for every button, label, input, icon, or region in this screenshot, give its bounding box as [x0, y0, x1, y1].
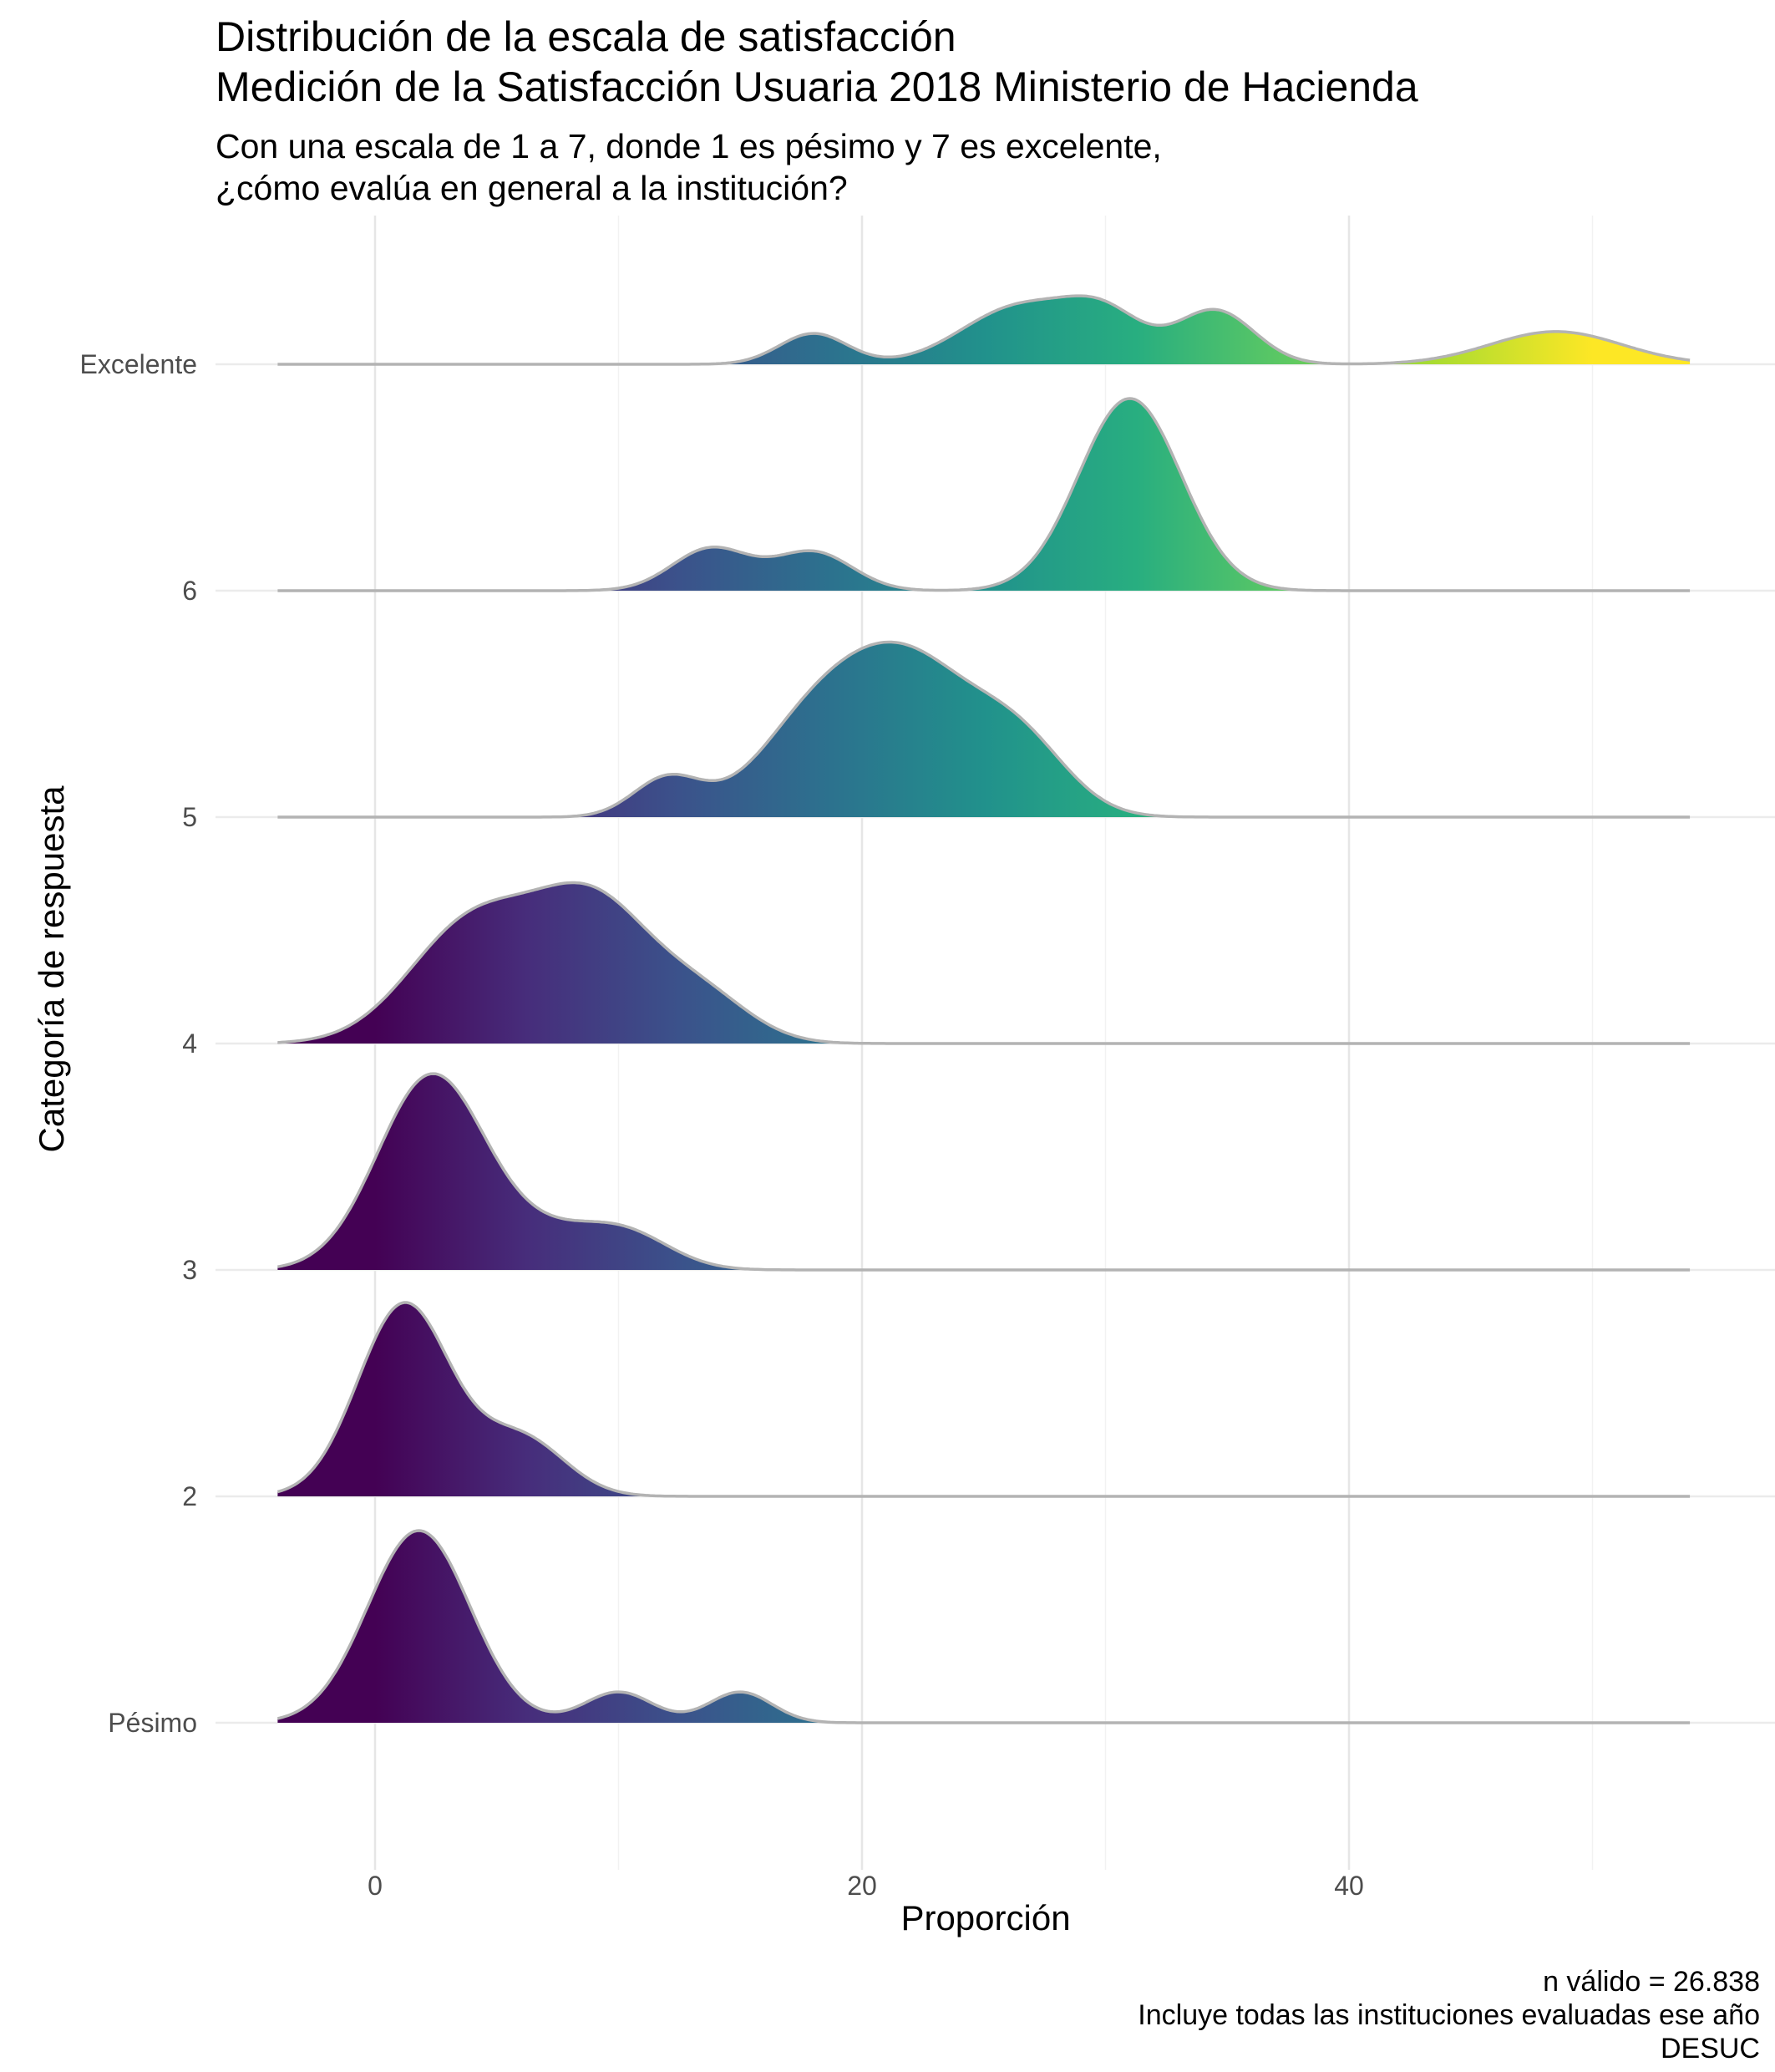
chart-caption: n válido = 26.838 Incluye todas las inst…: [1138, 1965, 1760, 2065]
y-tick-label: 3: [182, 1255, 197, 1285]
ridge-2: [276, 1301, 1691, 1498]
chart-subtitle-line-2: ¿cómo evalúa en general a la institución…: [216, 169, 848, 207]
ridge-excelente: [277, 294, 1691, 366]
y-axis-title: Categoría de respuesta: [32, 785, 71, 1153]
ridges: [276, 294, 1691, 1724]
ridge-3: [277, 1072, 1691, 1272]
x-tick-label: 0: [368, 1871, 383, 1901]
ridge-fill: [277, 642, 1691, 817]
ridge-outline: [277, 640, 1691, 819]
caption-line-2: Incluye todas las instituciones evaluada…: [1138, 1999, 1760, 2031]
y-tick-label: 4: [182, 1028, 197, 1059]
chart-title-line-1: Distribución de la escala de satisfacció…: [216, 13, 956, 60]
chart-subtitle-line-1: Con una escala de 1 a 7, donde 1 es pési…: [216, 127, 1162, 165]
ridge-fill: [277, 882, 1691, 1044]
ridge-outline: [276, 1301, 1691, 1498]
ridge-fill: [277, 296, 1691, 364]
ridge-outline: [277, 1072, 1691, 1272]
ridge-fill: [277, 1074, 1691, 1270]
caption-line-3: DESUC: [1660, 2033, 1760, 2064]
ridge-4: [277, 881, 1691, 1045]
ridge-fill: [277, 399, 1691, 591]
ridge-outline: [277, 881, 1691, 1045]
x-axis-title: Proporción: [900, 1898, 1071, 1937]
x-tick-label: 40: [1334, 1871, 1364, 1901]
chart-title-line-2: Medición de la Satisfacción Usuaria 2018…: [216, 63, 1418, 110]
x-tick-label: 20: [847, 1871, 877, 1901]
ridge-5: [277, 640, 1691, 819]
caption-line-1: n válido = 26.838: [1543, 1966, 1760, 1998]
y-tick-label: 6: [182, 576, 197, 606]
y-tick-label: Excelente: [79, 349, 197, 379]
x-tick-labels: 0 20 40: [368, 1871, 1364, 1901]
chart-subtitle: Con una escala de 1 a 7, donde 1 es pési…: [216, 125, 1162, 209]
y-tick-label: 5: [182, 802, 197, 832]
y-tick-labels: Pésimo 2 3 4 5 6 Excelente: [79, 349, 197, 1738]
y-tick-label: 2: [182, 1481, 197, 1511]
ridge-pésimo: [276, 1529, 1691, 1724]
ridge-outline: [277, 294, 1691, 366]
ridge-fill: [277, 1531, 1691, 1723]
chart-title: Distribución de la escala de satisfacció…: [216, 12, 1418, 112]
ridge-outline: [277, 397, 1691, 592]
y-tick-label: Pésimo: [108, 1708, 197, 1738]
ridge-outline: [276, 1529, 1691, 1724]
ridge-6: [277, 397, 1691, 592]
ridge-fill: [277, 1303, 1691, 1496]
